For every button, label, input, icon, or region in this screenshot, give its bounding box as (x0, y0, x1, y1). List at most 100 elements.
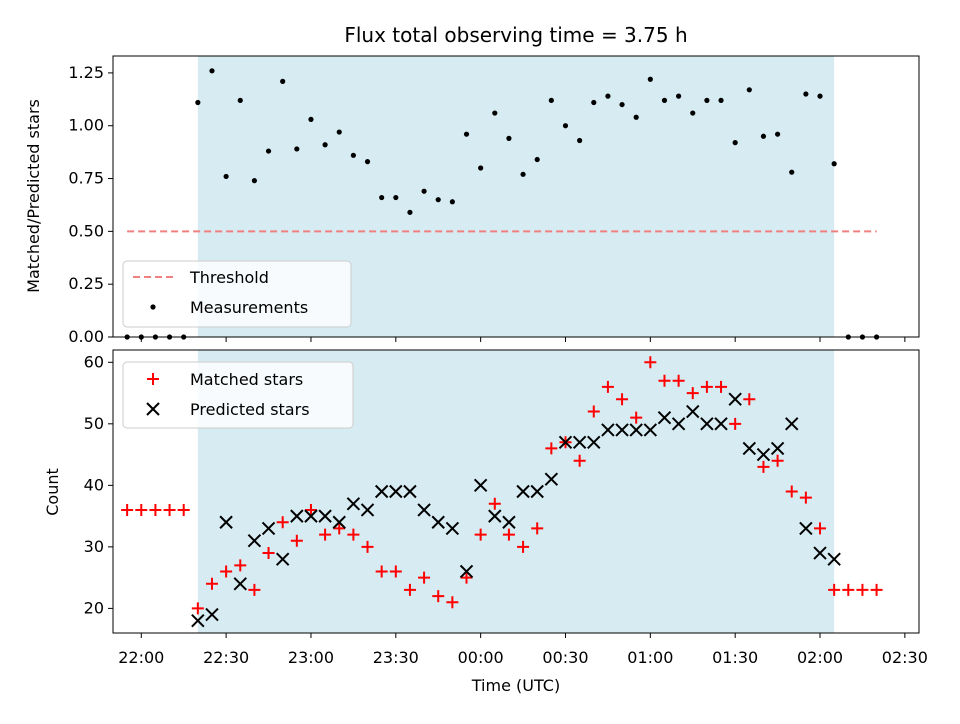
predicted-star-point (544, 472, 559, 486)
predicted-star-point (459, 564, 474, 579)
measurement-point (393, 194, 399, 201)
bottom-y-tick-label: 30 (84, 537, 104, 556)
measurement-point (251, 178, 258, 184)
x-tick-label: 01:30 (712, 648, 758, 667)
matched-star-point (446, 596, 459, 609)
matched-star-point (630, 411, 643, 424)
measurement-point (336, 129, 342, 135)
matched-star-point (856, 583, 869, 596)
predicted-star-point (488, 509, 502, 523)
predicted-star-point (799, 521, 813, 536)
bottom-axes-frame (112, 349, 920, 634)
measurement-points (124, 68, 880, 340)
top-y-tick-label: 0.25 (68, 274, 104, 293)
legend-predicted-label: Predicted stars (190, 400, 310, 419)
predicted-star-point (615, 423, 629, 437)
measurement-point (803, 91, 809, 97)
legend-measurements-label: Measurements (190, 298, 308, 317)
predicted-star-point (290, 509, 304, 523)
predicted-star-point (374, 484, 389, 499)
matched-star-point (757, 460, 770, 473)
x-tick-label: 22:30 (203, 648, 249, 667)
measurement-point (647, 76, 653, 82)
predicted-star-point (629, 423, 643, 437)
matched-star-point (262, 547, 275, 560)
measurement-point (704, 97, 710, 103)
matched-star-point (517, 540, 530, 553)
predicted-star-point (318, 509, 332, 523)
predicted-star-point (601, 423, 615, 437)
matched-star-point (601, 380, 614, 393)
predicted-star-point (558, 435, 573, 449)
matched-stars-points (121, 356, 883, 615)
predicted-star-point (728, 392, 742, 406)
predicted-star-point (417, 503, 431, 517)
measurement-point (676, 93, 682, 99)
x-tick-label: 00:30 (542, 648, 588, 667)
bottom-y-axis: 20 30 40 50 60 (84, 352, 113, 617)
x-tick-label: 23:30 (373, 648, 419, 667)
matched-star-point (828, 583, 841, 596)
measurement-point (789, 169, 795, 175)
measurement-point (732, 140, 738, 146)
chart-title: Flux total observing time = 3.75 h (344, 23, 687, 47)
measurement-point (209, 68, 215, 74)
measurement-point (265, 148, 272, 154)
top-y-tick-label: 1.00 (68, 116, 104, 135)
predicted-star-point (445, 521, 460, 536)
measurement-point (237, 97, 243, 103)
measurement-point (661, 97, 668, 103)
predicted-star-point (530, 484, 544, 499)
top-y-axis: 0.00 0.25 0.50 0.75 1.00 1.25 (68, 63, 113, 346)
bottom-y-axis-label: Count (43, 468, 62, 516)
bottom-y-tick-label: 20 (84, 598, 104, 617)
predicted-star-point (473, 478, 488, 493)
predicted-star-point (657, 410, 672, 425)
predicted-star-point (502, 515, 516, 529)
matched-star-point (799, 491, 812, 504)
predicted-star-point (403, 484, 417, 499)
bottom-legend-box (122, 361, 354, 429)
matched-star-point (276, 516, 289, 529)
x-tick-label: 02:30 (882, 648, 928, 667)
top-y-tick-label: 0.50 (68, 221, 104, 240)
legend-matched-swatch (147, 373, 159, 385)
measurement-point (548, 97, 554, 103)
predicted-star-point (671, 417, 686, 431)
bottom-x-axis: 22:00 22:30 23:00 23:30 00:00 00:30 01:00 01:30… (118, 633, 928, 667)
matched-star-point (842, 583, 855, 596)
measurement-point (223, 173, 229, 180)
matched-star-point (545, 442, 558, 455)
predicted-star-point (643, 423, 658, 437)
legend-predicted-swatch (146, 402, 160, 416)
x-tick-label: 01:00 (627, 648, 673, 667)
predicted-star-point (587, 435, 601, 449)
legend-measurements-swatch (150, 304, 156, 310)
measurement-point (577, 137, 583, 144)
predicted-star-point (275, 552, 290, 566)
matched-star-point (333, 522, 346, 535)
measurement-point (817, 93, 823, 99)
predicted-star-point (191, 613, 205, 628)
measurement-point (746, 87, 752, 93)
x-axis-label: Time (UTC) (471, 676, 560, 695)
x-tick-label: 00:00 (458, 648, 504, 667)
measurement-point (718, 97, 724, 103)
measurement-point (534, 156, 540, 163)
predicted-star-point (770, 441, 785, 456)
predicted-star-point (686, 404, 700, 419)
bottom-legend: Matched stars Predicted stars (122, 361, 354, 429)
top-y-tick-label: 0.00 (68, 327, 104, 346)
matched-star-point (771, 454, 784, 467)
measurement-point (364, 159, 371, 165)
predicted-star-point (714, 417, 728, 431)
predicted-star-point (304, 509, 318, 523)
predicted-stars-points (191, 392, 841, 628)
measurement-point (633, 114, 639, 120)
measurement-point (605, 93, 611, 99)
legend-matched-label: Matched stars (190, 370, 303, 389)
matched-star-point (163, 503, 176, 516)
matched-star-point (403, 583, 416, 596)
bottom-y-tick-label: 50 (84, 414, 104, 433)
